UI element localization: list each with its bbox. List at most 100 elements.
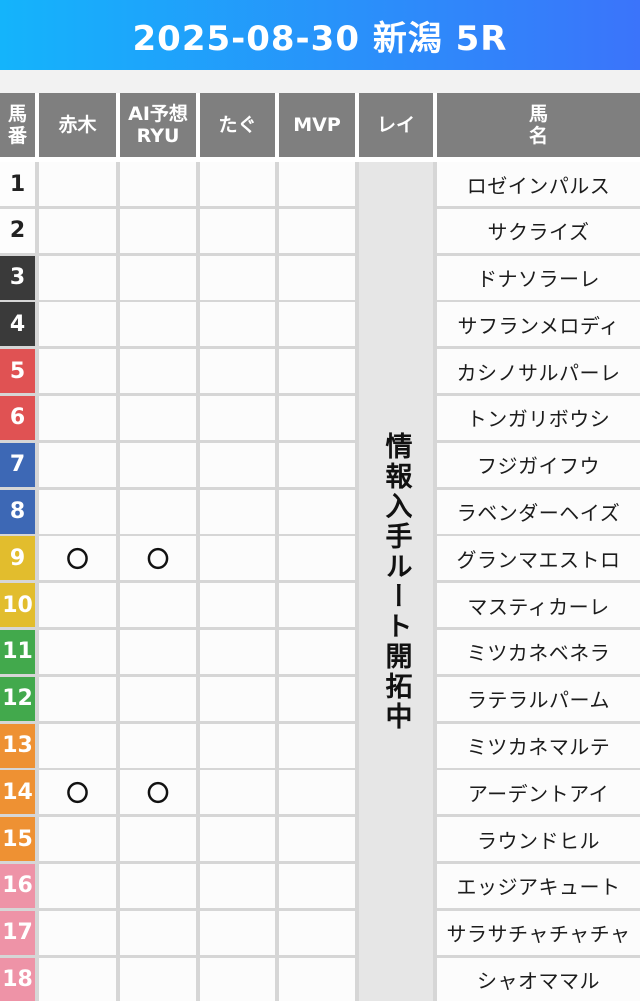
horse-name-cell: ラウンドヒル [437,817,640,862]
horse-name-cell: フジガイフウ [437,442,640,487]
horse-name-cell: ラベンダーヘイズ [437,489,640,534]
mark-cell-tagu [200,536,275,581]
horse-name-cell: グランマエストロ [437,536,640,581]
mark-cell-akagi [39,489,116,534]
mark-cell-tagu [200,349,275,394]
mark-cell-mvp [279,489,355,534]
mark-cell-akagi [39,676,116,721]
horse-name-cell: ドナソラーレ [437,255,640,300]
mark-cell-tagu [200,629,275,674]
mark-cell-akagi [39,723,116,768]
horse-number-cell: 2 [0,208,35,253]
mark-cell-akagi [39,442,116,487]
mark-cell-mvp [279,676,355,721]
horse-number-cell: 18 [0,957,35,1001]
horse-number-cell: 11 [0,629,35,674]
mark-cell-tagu [200,723,275,768]
mark-cell-tagu [200,208,275,253]
horse-name-cell: ミツカネベネラ [437,629,640,674]
column-header-horse-name: 馬 名 [437,93,640,157]
horse-name-cell: サラサチャチャチャ [437,910,640,955]
mark-cell-mvp [279,442,355,487]
mark-cell-mvp [279,395,355,440]
mark-cell-tagu [200,817,275,862]
mark-cell-ai_ryu [120,162,196,206]
column-header-horse-number: 馬 番 [0,93,35,157]
prediction-table-body: 1 ロゼインパルス 2 サクライズ 3 ドナソラーレ 4 サフランメロディ 5 カシノサルパーレ 6… [0,162,640,1001]
mark-cell-akagi [39,395,116,440]
mark-cell-ai_ryu [120,910,196,955]
mark-cell-ai_ryu [120,255,196,300]
horse-number-cell: 16 [0,863,35,908]
mark-cell-mvp [279,302,355,347]
mark-cell-ai_ryu [120,676,196,721]
mark-cell-mvp [279,208,355,253]
mark-cell-ai_ryu [120,817,196,862]
column-header-akagi: 赤木 [39,93,116,157]
horse-name-cell: トンガリボウシ [437,395,640,440]
horse-number-cell: 8 [0,489,35,534]
mark-cell-mvp [279,255,355,300]
horse-number-cell: 9 [0,536,35,581]
mark-cell-akagi [39,583,116,628]
horse-number-cell: 1 [0,162,35,206]
mark-cell-mvp [279,957,355,1001]
mark-cell-tagu [200,863,275,908]
mark-cell-tagu [200,676,275,721]
mark-cell-mvp [279,910,355,955]
mark-cell-ai_ryu [120,349,196,394]
horse-number-cell: 10 [0,583,35,628]
mark-cell-tagu [200,957,275,1001]
mark-cell-akagi [39,863,116,908]
horse-name-cell: ラテラルパーム [437,676,640,721]
title-sub-band [0,70,640,93]
rei-status-overlay: 情報入手ルート開拓中 [359,162,433,1001]
mark-cell-mvp [279,162,355,206]
column-header-tagu: たぐ [200,93,275,157]
mark-cell-ai_ryu [120,957,196,1001]
mark-cell-akagi [39,162,116,206]
mark-cell-tagu [200,395,275,440]
mark-cell-akagi: 〇 [39,536,116,581]
mark-cell-ai_ryu: 〇 [120,770,196,815]
mark-cell-ai_ryu [120,629,196,674]
mark-cell-ai_ryu [120,208,196,253]
mark-cell-ai_ryu [120,863,196,908]
mark-cell-ai_ryu [120,302,196,347]
mark-cell-akagi [39,302,116,347]
mark-cell-akagi [39,349,116,394]
mark-cell-ai_ryu [120,723,196,768]
horse-name-cell: ミツカネマルテ [437,723,640,768]
mark-cell-ai_ryu: 〇 [120,536,196,581]
horse-name-cell: サクライズ [437,208,640,253]
horse-number-cell: 7 [0,442,35,487]
mark-cell-mvp [279,583,355,628]
mark-cell-ai_ryu [120,395,196,440]
mark-cell-mvp [279,723,355,768]
mark-cell-tagu [200,302,275,347]
horse-name-cell: エッジアキュート [437,863,640,908]
mark-cell-ai_ryu [120,489,196,534]
mark-cell-ai_ryu [120,442,196,487]
mark-cell-akagi [39,910,116,955]
column-header-mvp: MVP [279,93,355,157]
horse-name-cell: サフランメロディ [437,302,640,347]
horse-number-cell: 17 [0,910,35,955]
mark-cell-akagi: 〇 [39,770,116,815]
horse-number-cell: 6 [0,395,35,440]
mark-cell-tagu [200,255,275,300]
mark-cell-mvp [279,817,355,862]
rei-status-notice: 情報入手ルート開拓中 [380,431,412,732]
mark-cell-tagu [200,489,275,534]
mark-cell-akagi [39,629,116,674]
mark-cell-tagu [200,583,275,628]
mark-cell-akagi [39,957,116,1001]
mark-cell-mvp [279,863,355,908]
race-title: 2025-08-30 新潟 5R [132,18,508,59]
mark-cell-akagi [39,208,116,253]
mark-cell-tagu [200,910,275,955]
horse-name-cell: シャオママル [437,957,640,1001]
horse-name-cell: ロゼインパルス [437,162,640,206]
horse-number-cell: 14 [0,770,35,815]
